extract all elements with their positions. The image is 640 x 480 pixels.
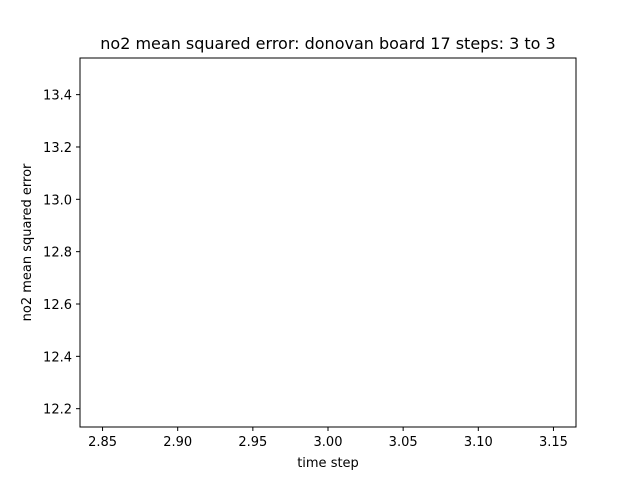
chart-title: no2 mean squared error: donovan board 17… — [100, 34, 555, 53]
x-axis-ticks: 2.85 2.90 2.95 3.00 3.05 3.10 3.15 — [88, 427, 568, 450]
y-tick-label: 13.2 — [43, 141, 72, 156]
x-tick-label: 3.00 — [314, 435, 343, 450]
x-tick-label: 2.95 — [238, 435, 267, 450]
y-axis-ticks: 12.2 12.4 12.6 12.8 13.0 13.2 13.4 — [43, 89, 80, 418]
plot-area — [79, 57, 577, 428]
x-tick-label: 2.90 — [163, 435, 192, 450]
y-tick-label: 13.0 — [43, 193, 72, 208]
y-tick-label: 13.4 — [43, 89, 72, 104]
y-axis-label: no2 mean squared error — [20, 163, 35, 321]
y-tick-label: 12.8 — [43, 246, 72, 261]
y-tick-label: 12.2 — [43, 403, 72, 418]
x-tick-label: 2.85 — [88, 435, 117, 450]
y-tick-label: 12.6 — [43, 298, 72, 313]
x-axis-label: time step — [297, 456, 359, 471]
x-tick-label: 3.10 — [464, 435, 493, 450]
y-tick-label: 12.4 — [43, 350, 72, 365]
x-tick-label: 3.15 — [539, 435, 568, 450]
x-tick-label: 3.05 — [389, 435, 418, 450]
